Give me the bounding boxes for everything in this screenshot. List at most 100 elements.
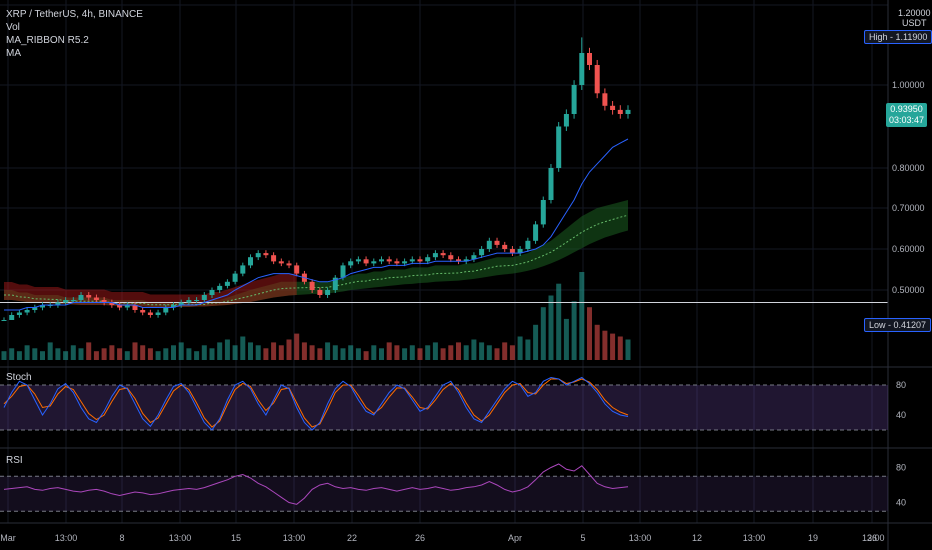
candle-body: [602, 93, 608, 106]
volume-bar: [525, 339, 531, 360]
indicator-ma-ribbon[interactable]: MA_RIBBON R5.2: [6, 35, 89, 46]
candle-body: [294, 265, 300, 274]
candle-body: [147, 312, 153, 315]
candle-body: [16, 312, 22, 315]
volume-bar: [194, 351, 200, 360]
volume-bar: [186, 348, 192, 360]
volume-bar: [155, 351, 161, 360]
volume-bar: [240, 336, 246, 360]
high-price-tag: High - 1.11900: [864, 30, 932, 44]
indicator-ma[interactable]: MA: [6, 48, 21, 59]
volume-bar: [24, 345, 30, 360]
last-price-tag: 0.93950 03:03:47: [886, 103, 928, 127]
volume-bar: [286, 339, 292, 360]
volume-bar: [402, 348, 408, 360]
candle-body: [448, 255, 454, 260]
candle-body: [224, 281, 230, 286]
candle-body: [525, 240, 531, 249]
volume-bar: [540, 307, 546, 360]
volume-bar: [494, 348, 500, 360]
ribbon-fill: [4, 200, 628, 307]
volume-bar: [409, 345, 415, 360]
time-axis[interactable]: Mar 13:00 8 13:00 15 13:00 22 26 Apr 5 13:00 12 13:0…: [0, 533, 884, 543]
price-tick-label: 0.50000: [892, 285, 925, 295]
time-tick-label: 8: [119, 533, 124, 543]
candle-body: [63, 300, 69, 303]
bar-countdown: 03:03:47: [889, 115, 925, 125]
candle-body: [494, 240, 500, 245]
candle-body: [394, 261, 400, 264]
volume-bar: [325, 342, 331, 360]
volume-bar: [571, 301, 577, 360]
volume-bar: [40, 351, 45, 360]
symbol-title[interactable]: XRP / TetherUS, 4h, BINANCE: [6, 9, 143, 20]
volume-bar: [317, 348, 323, 360]
unit-label: USDT: [902, 18, 927, 28]
price-tick-label: 0.60000: [892, 244, 925, 254]
candle-body: [163, 307, 169, 313]
volume-bar: [502, 342, 508, 360]
candle-body: [548, 168, 554, 200]
volume-bar: [340, 348, 346, 360]
candle-body: [587, 53, 592, 65]
volume-bar: [78, 348, 84, 360]
volume-bar: [178, 342, 184, 360]
candle-body: [340, 265, 346, 278]
volume-bar: [479, 342, 485, 360]
candle-body: [386, 259, 392, 262]
volume-bar: [132, 342, 138, 360]
candle-body: [332, 277, 338, 290]
volume-bar: [9, 348, 15, 360]
volume-bar: [47, 342, 53, 360]
volume-bar: [456, 342, 461, 360]
candle-body: [471, 255, 477, 260]
time-tick-label: 12: [692, 533, 702, 543]
volume-bar: [587, 307, 592, 360]
volume-bar: [263, 348, 269, 360]
volume-bar: [70, 345, 76, 360]
candle-body: [355, 259, 361, 262]
volume-bar: [594, 324, 600, 360]
candle-body: [556, 126, 562, 168]
last-price: 0.93950: [890, 104, 923, 114]
time-tick-label: 15: [231, 533, 241, 543]
rsi-pane-label[interactable]: RSI: [6, 455, 23, 466]
candle-body: [371, 261, 377, 264]
candle-body: [32, 307, 38, 310]
candle-body: [417, 259, 423, 262]
candle-body: [24, 310, 30, 313]
candle-body: [101, 300, 107, 303]
candle-body: [563, 114, 569, 127]
stoch-tick-label: 80: [896, 380, 906, 390]
candle-body: [55, 302, 61, 305]
volume-bar: [355, 348, 361, 360]
candle-body: [309, 281, 315, 290]
volume-bar: [471, 339, 477, 360]
volume-bar: [440, 348, 446, 360]
volume-bar: [371, 345, 377, 360]
volume-bar: [217, 342, 223, 360]
rsi-tick-label: 80: [896, 463, 906, 473]
time-tick-label: 22: [347, 533, 357, 543]
time-tick-label: 26: [867, 533, 877, 543]
volume-bar: [271, 342, 277, 360]
volume-bar: [509, 345, 515, 360]
candle-body: [533, 224, 539, 241]
volume-bar: [93, 351, 99, 360]
candle-body: [78, 295, 84, 300]
candle-body: [402, 261, 408, 264]
volume-bar: [140, 345, 146, 360]
volume-bar: [610, 333, 616, 360]
indicator-vol[interactable]: Vol: [6, 22, 20, 33]
volume-bar: [209, 348, 215, 360]
volume-bar: [101, 348, 107, 360]
price-tick-label: 0.80000: [892, 163, 925, 173]
candle-body: [248, 257, 253, 266]
stoch-pane-label[interactable]: Stoch: [6, 372, 32, 383]
candle-body: [217, 285, 223, 290]
price-axis[interactable]: 1.00000 0.80000 0.70000 0.60000 0.50000 80 40 8…: [892, 80, 925, 508]
candle-body: [325, 290, 331, 295]
volume-bar: [109, 345, 115, 360]
candle-body: [232, 273, 238, 282]
